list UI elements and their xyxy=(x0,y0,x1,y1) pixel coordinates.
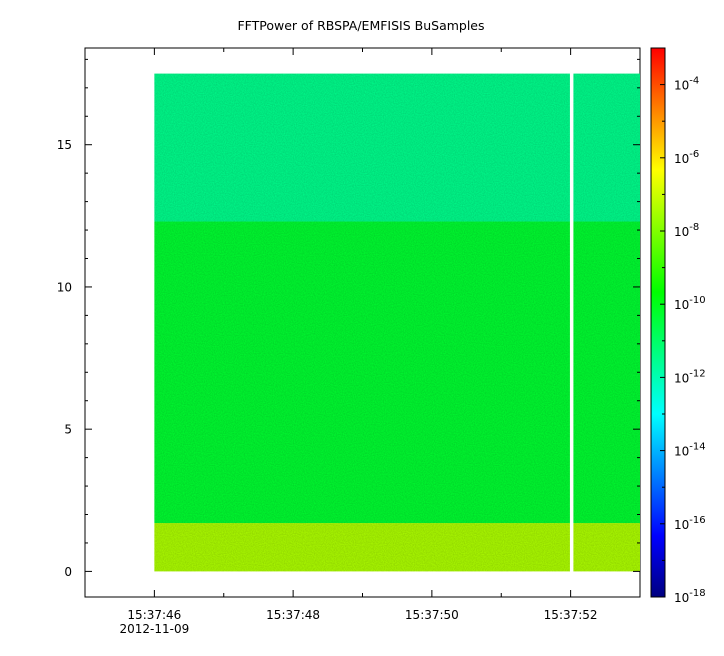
x-tick-label: 15:37:52 xyxy=(544,608,598,622)
spectrogram-image xyxy=(154,72,640,573)
data-gap xyxy=(569,72,574,573)
x-tick-label: 15:37:46 xyxy=(127,608,181,622)
colorbar-tick-label: 10-8 xyxy=(674,222,699,239)
y-tick-label: 0 xyxy=(64,565,72,579)
colorbar-tick-label: 10-4 xyxy=(674,76,699,93)
colorbar-gradient xyxy=(650,47,666,598)
colorbar-tick-label: 10-12 xyxy=(674,368,706,385)
colorbar-tick-label: 10-10 xyxy=(674,295,706,312)
y-axis: 0 5 10 15 xyxy=(57,58,640,579)
colorbar-tick-label: 10-6 xyxy=(674,149,699,166)
spectrogram-texture xyxy=(154,73,640,572)
y-tick-label: 5 xyxy=(64,423,72,437)
colorbar: 10-4 10-6 10-8 10-10 10-12 10-14 10-16 10-18 xyxy=(650,47,706,605)
x-tick-label: 15:37:50 xyxy=(405,608,459,622)
colorbar-tick-label: 10-16 xyxy=(674,515,706,532)
colorbar-ticks: 10-4 10-6 10-8 10-10 10-12 10-14 10-16 10-18 xyxy=(660,47,706,605)
colorbar-tick-label: 10-18 xyxy=(674,588,706,605)
y-tick-label: 15 xyxy=(57,138,72,152)
chart-title: FFTPower of RBSPA/EMFISIS BuSamples xyxy=(237,18,484,33)
colorbar-tick-label: 10-14 xyxy=(674,442,706,459)
y-tick-label: 10 xyxy=(57,280,72,294)
x-tick-sublabel: 2012-11-09 xyxy=(120,622,190,636)
x-tick-label: 15:37:48 xyxy=(266,608,320,622)
